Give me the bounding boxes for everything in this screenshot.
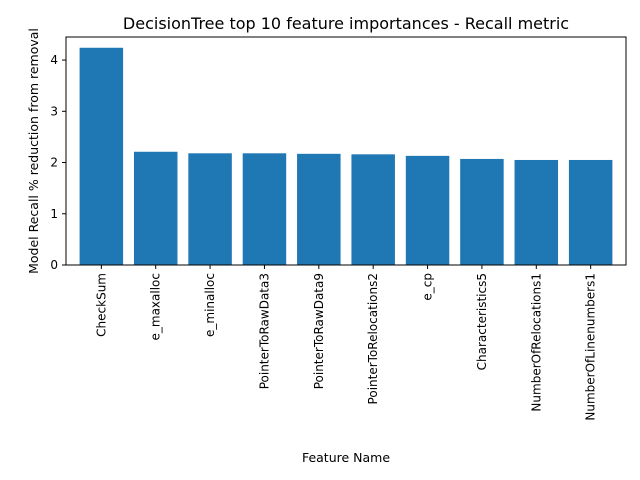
x-tick-label: e_maxalloc <box>149 273 163 341</box>
plot-frame <box>65 36 627 266</box>
bar <box>297 153 341 265</box>
y-tick-label: 1 <box>50 207 58 221</box>
x-tick-label: e_cp <box>421 273 435 301</box>
y-tick-label: 0 <box>50 258 58 272</box>
x-tick-label: PointerToRawData3 <box>257 273 271 389</box>
bar <box>351 154 395 265</box>
bars-group <box>79 47 613 265</box>
bar <box>405 155 450 265</box>
x-tick-label: PointerToRawData9 <box>312 273 326 389</box>
x-tick-label: Characteristics5 <box>475 273 489 370</box>
y-tick-label: 2 <box>50 156 58 170</box>
y-axis-label: Model Recall % reduction from removal <box>26 28 41 274</box>
bar <box>514 159 559 265</box>
bar <box>79 47 124 265</box>
y-axis: 0 1 2 3 4 <box>50 53 66 272</box>
x-tick-label: NumberOfLinenumbers1 <box>584 273 598 421</box>
y-tick-label: 4 <box>50 53 58 67</box>
chart-title: DecisionTree top 10 feature importances … <box>123 14 569 33</box>
y-tick-label: 3 <box>50 104 58 118</box>
x-axis-label: Feature Name <box>302 450 390 465</box>
bar <box>568 159 613 265</box>
x-tick-label: NumberOfRelocations1 <box>529 273 543 412</box>
x-tick-label: PointerToRelocations2 <box>366 273 380 404</box>
bar <box>242 153 287 265</box>
x-tick-label: CheckSum <box>94 273 108 337</box>
bar <box>188 153 232 265</box>
x-tick-label: e_minalloc <box>203 273 217 337</box>
x-axis: CheckSum e_maxalloc e_minalloc PointerToRaw… <box>94 265 598 421</box>
bar <box>133 151 178 265</box>
bar <box>460 158 504 265</box>
